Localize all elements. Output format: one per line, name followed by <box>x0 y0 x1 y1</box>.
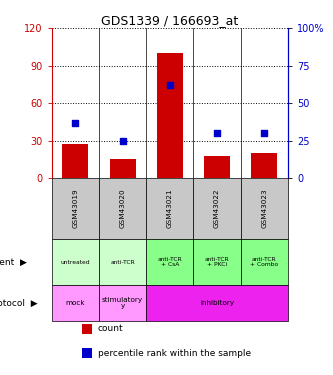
Point <box>120 138 125 144</box>
Text: anti-TCR
+ CsA: anti-TCR + CsA <box>158 257 182 267</box>
Bar <box>157 53 183 178</box>
Bar <box>82 324 92 334</box>
Text: GSM43020: GSM43020 <box>120 189 126 228</box>
Text: percentile rank within the sample: percentile rank within the sample <box>98 349 251 358</box>
Bar <box>146 239 193 285</box>
Bar <box>99 178 146 239</box>
Bar <box>52 285 99 321</box>
Text: GSM43021: GSM43021 <box>167 189 173 228</box>
Bar <box>52 178 99 239</box>
Bar <box>99 239 146 285</box>
Bar <box>193 178 241 239</box>
Bar <box>241 239 288 285</box>
Bar <box>62 144 88 178</box>
Text: stimulatory
y: stimulatory y <box>102 297 143 309</box>
Bar <box>52 239 99 285</box>
Bar <box>251 153 277 178</box>
Point <box>262 130 267 136</box>
Text: untreated: untreated <box>61 260 90 265</box>
Text: count: count <box>98 324 123 333</box>
Point <box>73 120 78 126</box>
Text: protocol  ▶: protocol ▶ <box>0 299 37 308</box>
Bar <box>146 285 288 321</box>
Point <box>167 82 172 88</box>
Bar <box>193 239 241 285</box>
Text: mock: mock <box>66 300 85 306</box>
Bar <box>241 178 288 239</box>
Bar <box>146 178 193 239</box>
Point <box>214 130 220 136</box>
Title: GDS1339 / 166693_at: GDS1339 / 166693_at <box>101 14 238 27</box>
Text: agent  ▶: agent ▶ <box>0 258 27 267</box>
Text: anti-TCR
+ Combo: anti-TCR + Combo <box>250 257 278 267</box>
Bar <box>110 159 136 178</box>
Text: anti-TCR
+ PKCi: anti-TCR + PKCi <box>205 257 229 267</box>
Bar <box>82 348 92 358</box>
Text: inhibitory: inhibitory <box>200 300 234 306</box>
Text: GSM43022: GSM43022 <box>214 189 220 228</box>
Text: GSM43019: GSM43019 <box>72 189 78 228</box>
Text: anti-TCR: anti-TCR <box>110 260 135 265</box>
Text: GSM43023: GSM43023 <box>261 189 267 228</box>
Bar <box>99 285 146 321</box>
Bar <box>204 156 230 178</box>
